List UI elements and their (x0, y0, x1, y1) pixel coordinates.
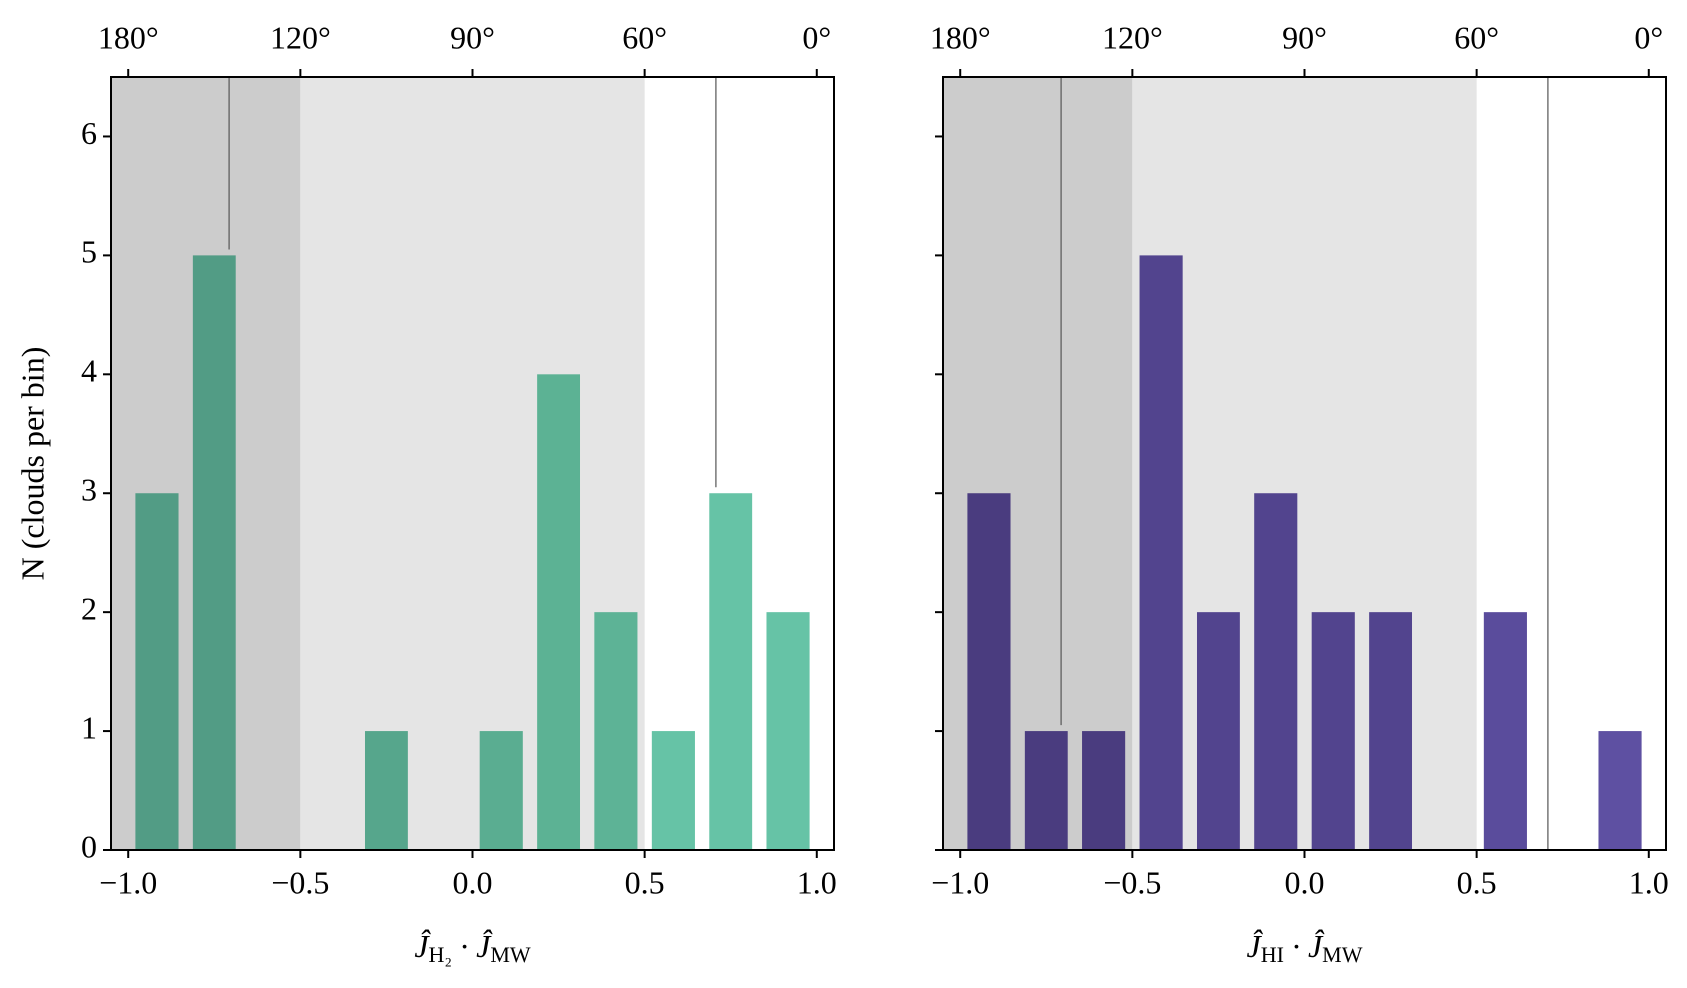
bar (967, 493, 1011, 850)
top-x-tick-label: 120° (1102, 19, 1163, 55)
y-tick-label: 4 (81, 353, 97, 389)
x-axis-label-part: MW (490, 942, 531, 967)
top-x-tick-label: 60° (622, 19, 667, 55)
top-x-tick-label: 120° (270, 19, 331, 55)
bar (537, 374, 581, 850)
bar (1196, 612, 1240, 850)
x-tick-label: 0.0 (453, 864, 493, 900)
top-x-tick-label: 90° (450, 19, 495, 55)
bar (364, 731, 408, 850)
x-axis-label-part: Ĵ (414, 928, 431, 964)
y-axis-label: N (clouds per bin) (14, 347, 50, 581)
bar (135, 493, 179, 850)
y-tick-label: 6 (81, 115, 97, 151)
bar (766, 612, 810, 850)
x-axis-label-part: Ĵ (1247, 928, 1264, 964)
x-tick-label: 0.5 (1457, 864, 1497, 900)
bar (1254, 493, 1298, 850)
x-tick-label: 0.0 (1285, 864, 1325, 900)
bar (709, 493, 753, 850)
top-x-tick-label: 90° (1282, 19, 1327, 55)
bar (1598, 731, 1642, 850)
x-axis-label: ĴHI · ĴMW (1247, 928, 1363, 966)
x-axis-label-part: MW (1322, 942, 1363, 967)
x-tick-label: 1.0 (1629, 864, 1669, 900)
bar (1369, 612, 1413, 850)
x-tick-label: −1.0 (931, 864, 989, 900)
bar (1139, 255, 1183, 850)
bar (1311, 612, 1355, 850)
shaded-region (1132, 77, 1477, 850)
top-x-tick-label: 60° (1454, 19, 1499, 55)
y-tick-label: 3 (81, 472, 97, 508)
x-tick-label: −0.5 (1103, 864, 1161, 900)
x-tick-label: 1.0 (797, 864, 837, 900)
top-x-tick-label: 0° (1634, 19, 1663, 55)
y-tick-label: 2 (81, 590, 97, 626)
x-axis-label-part: HI (1261, 942, 1284, 967)
x-axis-label-part: H₂ (429, 942, 453, 967)
top-x-tick-label: 180° (98, 19, 159, 55)
shaded-region (300, 77, 645, 850)
top-x-tick-label: 180° (930, 19, 991, 55)
bar (479, 731, 523, 850)
bar (192, 255, 236, 850)
x-axis-label-part: · Ĵ (1284, 928, 1325, 964)
bar (651, 731, 695, 850)
y-tick-label: 5 (81, 234, 97, 270)
x-tick-label: −0.5 (271, 864, 329, 900)
bar (594, 612, 638, 850)
y-tick-label: 1 (81, 709, 97, 745)
top-x-tick-label: 0° (802, 19, 831, 55)
y-tick-label: 0 (81, 828, 97, 864)
bar (1024, 731, 1068, 850)
x-axis-label-part: · Ĵ (452, 928, 493, 964)
x-tick-label: 0.5 (625, 864, 665, 900)
bar (1483, 612, 1527, 850)
bar (1082, 731, 1126, 850)
x-axis-label: ĴH₂ · ĴMW (414, 928, 531, 966)
x-tick-label: −1.0 (99, 864, 157, 900)
